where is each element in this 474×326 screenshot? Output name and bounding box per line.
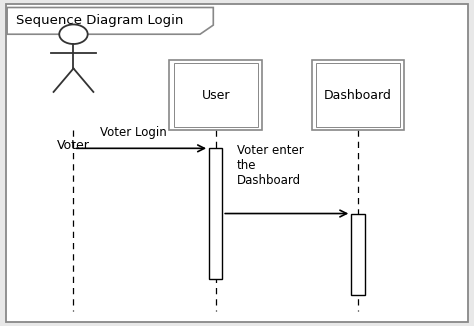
Bar (316, 63, 400, 127)
Bar (351, 214, 365, 295)
Circle shape (59, 24, 88, 44)
Text: Voter: Voter (57, 139, 90, 152)
Bar (174, 63, 258, 127)
Text: User: User (201, 89, 230, 102)
Polygon shape (7, 7, 213, 34)
Text: Voter Login: Voter Login (100, 126, 166, 139)
Bar (170, 60, 262, 130)
Bar (311, 60, 404, 130)
Text: Dashboard: Dashboard (324, 89, 392, 102)
Bar (209, 148, 222, 279)
Text: Sequence Diagram Login: Sequence Diagram Login (16, 14, 183, 27)
Text: Voter enter
the
Dashboard: Voter enter the Dashboard (237, 144, 304, 187)
